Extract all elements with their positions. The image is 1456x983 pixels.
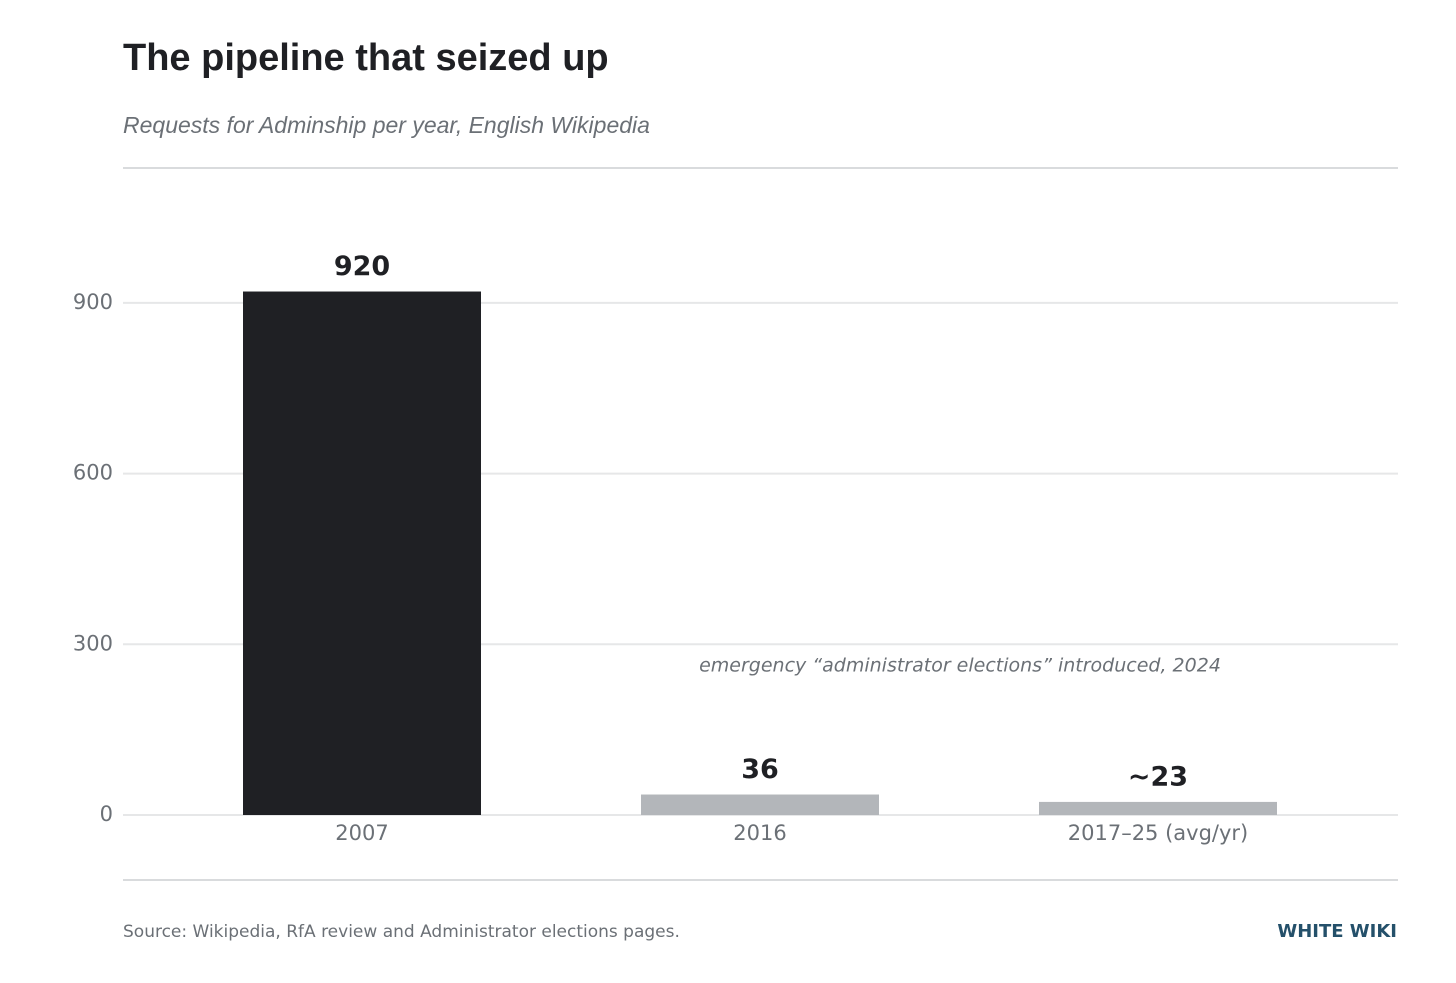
chart-subtitle: Requests for Adminship per year, English… bbox=[123, 112, 650, 138]
x-tick-label: 2017–25 (avg/yr) bbox=[1068, 821, 1249, 845]
y-tick-label: 300 bbox=[73, 631, 113, 655]
bar bbox=[243, 291, 481, 815]
source: Source: Wikipedia, RfA review and Admini… bbox=[123, 922, 680, 942]
y-tick-label: 600 bbox=[73, 461, 113, 485]
x-tick-label: 2007 bbox=[335, 821, 388, 845]
credit: WHITE WIKI bbox=[1277, 921, 1397, 942]
y-tick-label: 0 bbox=[100, 802, 113, 826]
bar bbox=[1039, 801, 1277, 815]
value-label: ~23 bbox=[1128, 761, 1188, 792]
y-tick-label: 900 bbox=[73, 290, 113, 314]
value-label: 36 bbox=[741, 754, 779, 785]
chart-title: The pipeline that seized up bbox=[123, 37, 609, 79]
bar bbox=[641, 794, 879, 815]
x-tick-label: 2016 bbox=[733, 821, 786, 845]
value-label: 920 bbox=[334, 251, 390, 282]
annotation: emergency “administrator elections” intr… bbox=[699, 655, 1221, 677]
